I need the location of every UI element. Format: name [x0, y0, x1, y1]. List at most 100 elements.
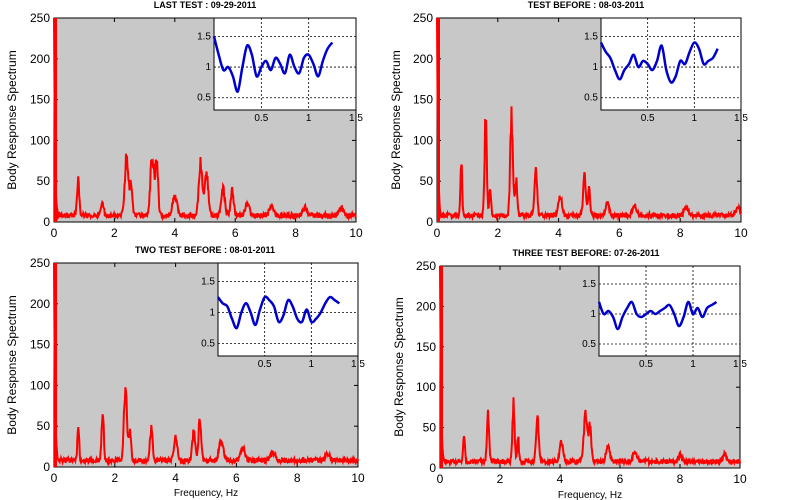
x-tick-label: 4	[557, 472, 564, 486]
y-tick-label: 250	[416, 259, 436, 273]
y-tick-label: 200	[413, 52, 433, 66]
inset-y-tick-label: 1.5	[584, 31, 598, 42]
chart-panel-4: THREE TEST BEFORE: 07-26-201105010015020…	[392, 248, 747, 500]
chart-panel-3: TWO TEST BEFORE : 08-01-2011050100150200…	[5, 245, 365, 499]
y-tick-label: 150	[416, 340, 436, 354]
y-tick-label: 0	[43, 215, 50, 229]
x-tick-label: 0	[434, 226, 441, 240]
x-tick-label: 2	[111, 471, 118, 485]
y-axis-label: Body Response Spectrum	[5, 50, 19, 189]
spectrum-series	[53, 17, 357, 222]
inset-chart: 0.5 1 1.5 0.5 1 1.5	[582, 265, 747, 370]
inset-area	[213, 17, 357, 111]
x-tick-label: 0	[51, 226, 58, 240]
y-axis-label: Body Response Spectrum	[5, 295, 19, 434]
y-tick-label: 200	[416, 299, 436, 313]
x-tick-label: 6	[617, 472, 624, 486]
inset-x-tick-label: 0.5	[639, 359, 653, 370]
y-tick-label: 150	[30, 93, 50, 107]
x-tick-label: 10	[351, 471, 365, 485]
inset-chart: 0.5 1 1.5 0.5 1 1.5	[584, 17, 748, 124]
chart-title: TEST BEFORE : 08-03-2011	[528, 0, 645, 10]
y-tick-label: 250	[30, 11, 50, 25]
inset-y-tick-label: 1	[590, 309, 596, 320]
chart-panel-2: TEST BEFORE : 08-03-20110501001502002500…	[389, 0, 748, 240]
x-axis-label: Frequency, Hz	[558, 490, 622, 500]
inset-area	[217, 262, 359, 357]
x-tick-label: 0	[51, 471, 58, 485]
inset-y-tick-label: 1	[592, 62, 598, 73]
x-tick-label: 10	[733, 472, 747, 486]
spectrum-series	[439, 265, 741, 468]
y-tick-label: 200	[30, 52, 50, 66]
inset-x-tick-label: 0.5	[641, 113, 655, 124]
inset-x-tick-label: 1	[690, 359, 696, 370]
y-axis-label: Body Response Spectrum	[389, 50, 403, 189]
x-tick-label: 8	[292, 226, 299, 240]
spectrum-series	[53, 262, 359, 467]
y-tick-label: 100	[413, 133, 433, 147]
inset-y-tick-label: 1	[205, 62, 211, 73]
x-tick-label: 8	[677, 472, 684, 486]
y-tick-label: 250	[30, 256, 50, 270]
x-tick-label: 6	[616, 226, 623, 240]
y-tick-label: 0	[429, 461, 436, 475]
y-tick-label: 50	[37, 419, 51, 433]
x-tick-label: 4	[171, 226, 178, 240]
x-tick-label: 8	[294, 471, 301, 485]
y-tick-label: 250	[413, 11, 433, 25]
chart-panel-1: LAST TEST : 09-29-2011 0 50 100 150 200 250 0 2 4…	[5, 0, 363, 240]
inset-series	[212, 36, 334, 93]
inset-y-tick-label: 0.5	[582, 339, 596, 350]
inset-y-tick-label: 1.5	[582, 279, 596, 290]
y-tick-label: 200	[30, 297, 50, 311]
inset-x-tick-label: 1.5	[351, 359, 365, 370]
chart-title: LAST TEST : 09-29-2011	[154, 0, 257, 10]
x-tick-label: 0	[437, 472, 444, 486]
x-tick-label: 10	[734, 226, 748, 240]
x-tick-label: 8	[677, 226, 684, 240]
x-tick-label: 4	[555, 226, 562, 240]
y-axis-label: Body Response Spectrum	[392, 297, 406, 436]
y-tick-label: 50	[37, 174, 51, 188]
x-tick-label: 6	[232, 226, 239, 240]
inset-y-tick-label: 0.5	[584, 93, 598, 104]
y-tick-label: 150	[30, 338, 50, 352]
y-tick-label: 50	[420, 174, 434, 188]
y-tick-label: 50	[423, 421, 437, 435]
inset-y-tick-label: 1.5	[201, 277, 215, 288]
x-tick-label: 4	[172, 471, 179, 485]
inset-x-tick-label: 0.5	[254, 113, 268, 124]
x-tick-label: 2	[111, 226, 118, 240]
y-tick-label: 100	[30, 378, 50, 392]
inset-series	[597, 300, 718, 331]
inset-x-tick-label: 1.5	[734, 113, 748, 124]
inset-x-tick-label: 1	[692, 113, 698, 124]
inset-series	[599, 41, 719, 84]
inset-area	[598, 265, 741, 357]
inset-area	[600, 17, 742, 111]
y-tick-label: 100	[416, 380, 436, 394]
inset-y-tick-label: 1	[209, 308, 215, 319]
inset-chart: 0.5 1 1.5 0.5 1 1.5	[197, 17, 363, 124]
x-tick-label: 2	[497, 472, 504, 486]
inset-chart: 0.5 1 1.5 0.5 1 1.5	[201, 262, 365, 370]
inset-x-tick-label: 1.5	[733, 359, 747, 370]
inset-x-tick-label: 0.5	[258, 359, 272, 370]
y-tick-label: 0	[426, 215, 433, 229]
inset-x-tick-label: 1	[306, 113, 312, 124]
x-tick-label: 6	[233, 471, 240, 485]
inset-y-tick-label: 1.5	[197, 31, 211, 42]
chart-title: THREE TEST BEFORE: 07-26-2011	[512, 248, 659, 258]
x-tick-label: 10	[349, 226, 363, 240]
inset-x-tick-label: 1.5	[349, 113, 363, 124]
y-tick-label: 0	[43, 460, 50, 474]
x-tick-label: 2	[494, 226, 501, 240]
y-tick-label: 100	[30, 133, 50, 147]
x-axis-label: Frequency, Hz	[174, 488, 238, 499]
inset-series	[216, 295, 341, 330]
y-tick-label: 150	[413, 93, 433, 107]
chart-title: TWO TEST BEFORE : 08-01-2011	[135, 245, 275, 255]
spectrum-series	[436, 17, 742, 222]
